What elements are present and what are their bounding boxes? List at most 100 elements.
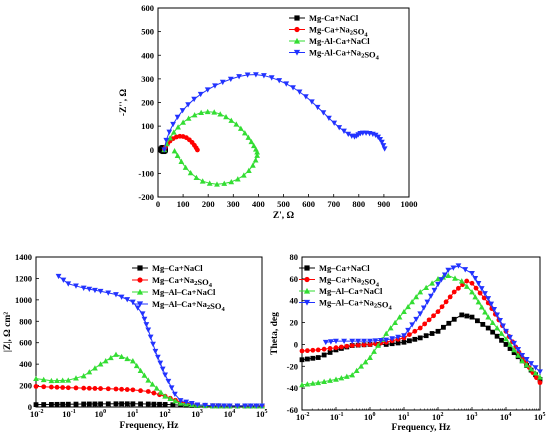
bode-phase-series-2-point <box>447 294 453 300</box>
bode-phase-series-4-point <box>500 323 506 329</box>
nyquist-series-3-point <box>167 135 173 141</box>
bode-modulus-series-1-point <box>124 401 130 407</box>
bode-modulus-series-2-point <box>98 386 103 391</box>
bode-phase-series-4-point <box>341 338 347 345</box>
nyquist-series-4-point <box>302 94 309 100</box>
nyquist-legend-marker <box>294 15 300 21</box>
nyquist-series-3-point <box>193 174 200 181</box>
nyquist-y-tick-label: 100 <box>141 121 154 131</box>
bode-modulus-series-4-point <box>194 402 201 408</box>
nyquist-series-4-point <box>296 89 303 95</box>
bode-phase-series-1-point <box>412 336 418 342</box>
nyquist-series-4-point <box>308 99 315 105</box>
bode-phase-series-4-point <box>455 263 462 269</box>
bode-modulus-series-4-point <box>242 403 248 409</box>
bode-modulus-series-3-point <box>86 369 93 375</box>
bode-phase-series-2-point <box>481 295 487 301</box>
bode-phase-series-2-point <box>477 290 483 296</box>
bode-modulus-series-1-point <box>138 401 143 407</box>
bode-phase-series-1-point <box>321 352 327 358</box>
bode-phase-series-3-point <box>429 280 435 286</box>
bode-phase-series-4-point <box>482 291 488 297</box>
bode-phase-series-1-point <box>435 328 441 334</box>
bode-modulus-series-3-point <box>153 385 160 391</box>
bode-modulus-series-4-point <box>188 401 195 407</box>
bode-modulus-series-4-point <box>171 391 178 398</box>
bode-phase-series-3-point <box>299 381 305 388</box>
bode-phase-series-4-point <box>383 337 390 343</box>
bode-modulus-series-4-point <box>97 288 104 295</box>
bode-phase-series-4-point <box>361 338 367 345</box>
bode-phase-x-axis-label: Frequency, Hz <box>392 423 452 433</box>
nyquist-y-tick-label: 400 <box>141 50 154 60</box>
bode-modulus-y-tick-label: 200 <box>19 381 32 391</box>
bode-phase-series-4-point <box>519 352 526 359</box>
nyquist-series-3-point <box>251 142 257 149</box>
bode-phase-series-3-point <box>469 289 475 295</box>
bode-phase-series-2-point <box>344 343 350 349</box>
bode-modulus-series-4-point <box>234 403 241 409</box>
bode-phase-series-3-point <box>482 309 488 315</box>
bode-modulus-series-1-point <box>98 401 103 407</box>
bode-phase-series-1-point <box>441 324 446 330</box>
bode-modulus-series-2-point <box>86 385 92 391</box>
bode-modulus-x-tick-label: 101 <box>127 409 139 419</box>
bode-phase-series-4-point <box>395 334 401 341</box>
bode-modulus-series-2-point <box>73 385 79 391</box>
bode-phase-series-4-point <box>478 286 485 292</box>
bode-phase-series-1-point <box>423 333 429 339</box>
bode-phase-series-4-point <box>528 361 534 367</box>
bode-modulus-series-1-point <box>33 402 39 408</box>
bode-modulus-y-tick-label: 1000 <box>15 295 32 305</box>
bode-phase-series-4-point <box>322 339 329 346</box>
nyquist-legend-marker <box>293 37 301 44</box>
bode-modulus-series-4-point <box>226 403 233 409</box>
bode-phase-x-tick-label: 101 <box>398 412 410 422</box>
bode-modulus-series-1-point <box>170 402 176 408</box>
bode-phase-series-2-point <box>426 317 432 323</box>
nyquist-y-axis-label: -Z'', Ω <box>119 89 129 117</box>
bode-phase-plot-frame <box>301 256 541 411</box>
bode-modulus-x-tick-label: 100 <box>95 409 107 419</box>
bode-phase-series-4-point <box>405 327 411 334</box>
bode-modulus-series-3-point <box>141 372 148 378</box>
bode-modulus-x-tick-label: 104 <box>224 409 236 419</box>
nyquist-series-4-point <box>236 74 242 80</box>
bode-modulus-series-3-point <box>48 377 55 384</box>
bode-phase-series-3-point <box>445 272 452 278</box>
nyquist-series-3-point <box>237 125 244 131</box>
bode-modulus-legend-label: Mg–Al–Ca+Na2SO4 <box>152 299 226 313</box>
bode-phase-series-1-point <box>494 333 500 339</box>
nyquist-series-4-point <box>174 114 181 121</box>
nyquist-series-4-point <box>380 143 387 149</box>
bode-phase-series-3-point <box>519 357 526 364</box>
nyquist-legend-marker <box>293 49 301 56</box>
nyquist-series-3-point <box>234 176 241 182</box>
nyquist-series-4-point <box>290 85 296 91</box>
bode-phase-series-2-point <box>333 345 339 351</box>
nyquist-series-4-point <box>197 91 204 98</box>
bode-modulus-series-2-point <box>105 386 111 392</box>
bode-modulus-series-4-point <box>209 403 216 409</box>
bode-modulus-series-3-point <box>80 373 87 379</box>
bode-phase-series-4-point <box>472 276 479 282</box>
nyquist-series-4-point <box>191 96 198 103</box>
bode-modulus-x-tick-label: 10-1 <box>62 409 76 419</box>
bode-phase-series-1-point <box>507 346 513 351</box>
bode-phase-series-4-point <box>503 328 509 335</box>
bode-phase-y-tick-label: 20 <box>290 318 299 328</box>
nyquist-y-tick-label: 300 <box>141 74 154 84</box>
bode-phase-series-1-point <box>401 339 407 345</box>
nyquist-y-tick-label: -200 <box>138 192 154 202</box>
bode-phase-series-4-point <box>485 296 492 302</box>
bode-phase-series-3-point <box>503 336 509 342</box>
bode-modulus-series-4-point <box>80 285 87 291</box>
bode-modulus-series-3-point <box>172 398 179 404</box>
bode-phase-series-3-point <box>417 289 424 295</box>
nyquist-series-4-point <box>372 132 379 138</box>
bode-modulus-series-1-point <box>41 402 47 407</box>
nyquist-x-tick-label: 100 <box>177 199 190 209</box>
bode-phase-legend-marker <box>303 287 311 294</box>
